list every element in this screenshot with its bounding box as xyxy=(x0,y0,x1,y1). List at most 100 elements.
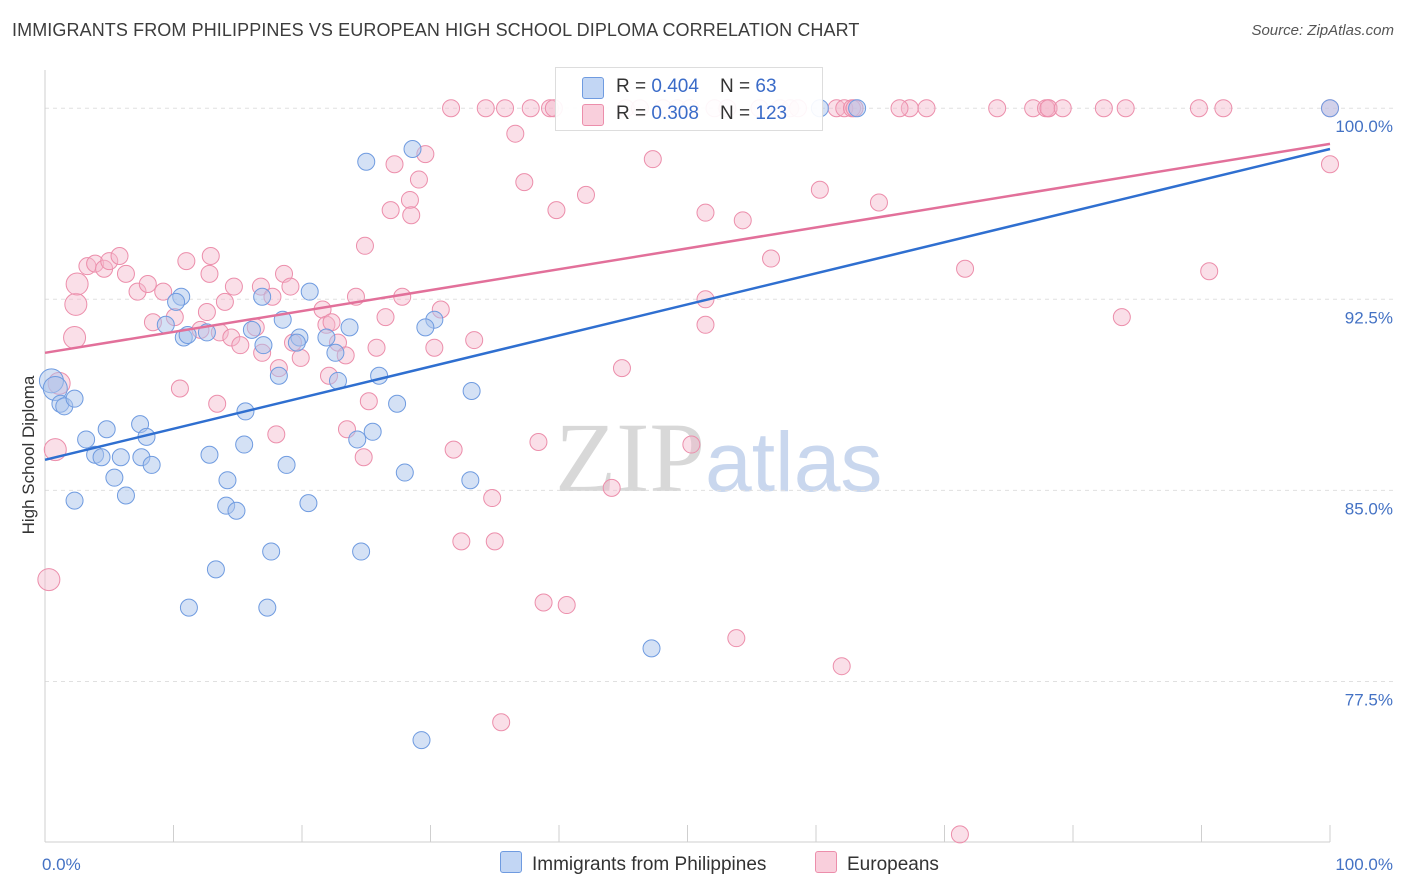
point-philippines xyxy=(206,560,225,579)
point-europeans xyxy=(64,292,88,316)
y-tick-label: 77.5% xyxy=(1345,690,1393,709)
point-europeans xyxy=(1024,99,1043,118)
point-europeans xyxy=(465,331,484,350)
point-philippines xyxy=(340,318,359,337)
point-europeans xyxy=(1116,99,1135,118)
bottom-legend-philippines: Immigrants from Philippines xyxy=(500,851,766,876)
point-philippines xyxy=(848,99,867,118)
point-europeans xyxy=(86,254,105,273)
legend-swatch-blue xyxy=(582,77,604,99)
x-tick-label-max: 100.0% xyxy=(1335,855,1393,874)
point-europeans xyxy=(367,338,386,357)
point-europeans xyxy=(956,259,975,278)
point-philippines xyxy=(97,420,116,439)
trendline-europeans xyxy=(44,142,1331,355)
point-philippines xyxy=(357,152,376,171)
point-europeans xyxy=(521,99,540,118)
point-philippines xyxy=(142,455,161,474)
point-europeans xyxy=(696,203,715,222)
watermark: ZIPatlas xyxy=(555,400,882,515)
point-philippines xyxy=(116,486,135,505)
point-europeans xyxy=(197,303,216,322)
point-europeans xyxy=(267,425,286,444)
point-philippines xyxy=(254,336,273,355)
point-europeans xyxy=(65,272,89,296)
point-europeans xyxy=(1214,99,1233,118)
y-tick-label: 100.0% xyxy=(1335,117,1393,136)
point-europeans xyxy=(291,348,310,367)
x-tick-label-min: 0.0% xyxy=(42,855,81,874)
point-europeans xyxy=(529,432,548,451)
legend-swatch-pink xyxy=(582,104,604,126)
source-label: Source: ZipAtlas.com xyxy=(1251,22,1394,39)
point-philippines xyxy=(403,139,422,158)
legend-n-label: N = xyxy=(720,103,756,124)
point-philippines xyxy=(461,471,480,490)
point-europeans xyxy=(154,282,173,301)
point-europeans xyxy=(385,155,404,174)
legend-n-value: 63 xyxy=(755,76,777,97)
point-europeans xyxy=(355,236,374,255)
point-philippines xyxy=(258,598,277,617)
point-philippines xyxy=(105,468,124,487)
legend-n-value: 123 xyxy=(755,103,788,124)
point-europeans xyxy=(170,379,189,398)
point-europeans xyxy=(733,211,752,230)
point-europeans xyxy=(612,359,631,378)
point-philippines xyxy=(363,422,382,441)
point-philippines xyxy=(235,435,254,454)
point-philippines xyxy=(227,501,246,520)
point-philippines xyxy=(287,333,306,352)
point-europeans xyxy=(444,440,463,459)
point-philippines xyxy=(395,463,414,482)
trendline-philippines xyxy=(44,147,1331,462)
point-philippines xyxy=(262,542,281,561)
point-europeans xyxy=(222,328,241,347)
point-europeans xyxy=(400,190,419,209)
point-europeans xyxy=(200,264,219,283)
legend-n-label: N = xyxy=(720,76,756,97)
point-europeans xyxy=(696,315,715,334)
point-europeans xyxy=(231,336,250,355)
point-philippines xyxy=(156,315,175,334)
point-philippines xyxy=(277,455,296,474)
point-europeans xyxy=(869,193,888,212)
point-europeans xyxy=(762,249,781,268)
point-philippines xyxy=(317,328,336,347)
point-europeans xyxy=(116,264,135,283)
point-philippines xyxy=(77,430,96,449)
watermark-zip: ZIP xyxy=(555,402,705,513)
legend-r-value: 0.404 xyxy=(651,76,699,97)
bottom-legend-europeans: Europeans xyxy=(815,851,939,876)
point-europeans xyxy=(476,99,495,118)
grid-lines xyxy=(45,107,1395,682)
point-europeans xyxy=(832,657,851,676)
legend-r-label: R = xyxy=(616,103,652,124)
y-tick-label: 85.0% xyxy=(1345,499,1393,518)
point-europeans xyxy=(110,246,129,265)
point-philippines xyxy=(269,366,288,385)
point-europeans xyxy=(381,201,400,220)
point-philippines xyxy=(462,382,481,401)
point-europeans xyxy=(281,277,300,296)
point-europeans xyxy=(515,173,534,192)
correlation-legend: R = 0.404 N = 63 R = 0.308 N = 123 xyxy=(555,67,823,131)
point-europeans xyxy=(1094,99,1113,118)
point-philippines xyxy=(1321,99,1339,118)
point-europeans xyxy=(1053,99,1072,118)
point-europeans xyxy=(547,201,566,220)
point-europeans xyxy=(492,713,511,732)
point-europeans xyxy=(1321,155,1339,174)
point-europeans xyxy=(602,478,621,497)
point-europeans xyxy=(1112,308,1131,327)
point-europeans xyxy=(63,326,87,350)
points-philippines xyxy=(38,99,1339,750)
points-europeans xyxy=(37,99,1339,844)
point-europeans xyxy=(425,338,444,357)
point-europeans xyxy=(1189,99,1208,118)
point-europeans xyxy=(208,394,227,413)
tick-labels: 100.0% 92.5% 85.0% 77.5% 0.0% 100.0% xyxy=(42,117,1393,874)
point-europeans xyxy=(1200,262,1219,281)
watermark-atlas: atlas xyxy=(705,415,883,509)
